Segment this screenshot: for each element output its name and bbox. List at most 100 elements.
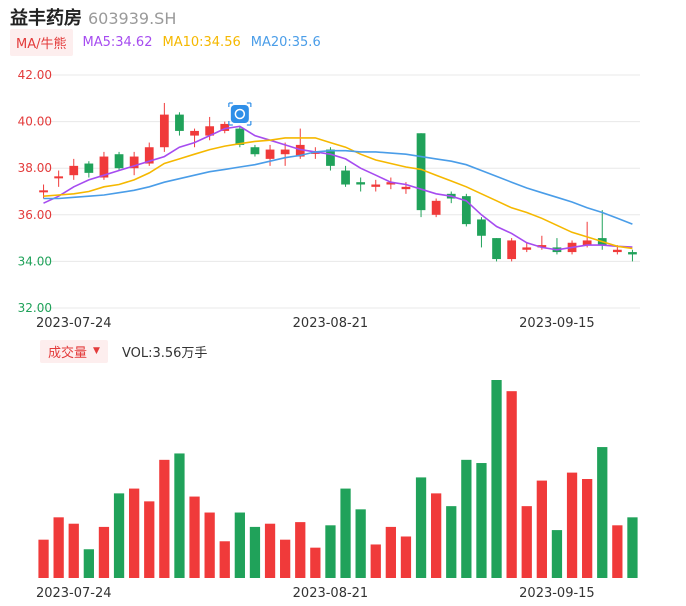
candle-body (582, 240, 592, 246)
candle-body (250, 147, 260, 155)
volume-bar (295, 522, 306, 578)
volume-bar (38, 539, 49, 578)
candle-body (69, 165, 79, 176)
candle (175, 112, 184, 136)
flag-marker-bg (230, 105, 249, 123)
price-axis-labels: 42.00 40.00 38.00 36.00 34.00 32.00 (18, 68, 52, 315)
candle (552, 238, 562, 255)
volume-bar (521, 506, 532, 578)
candle-body (175, 114, 184, 131)
stock-name: 益丰药房 (10, 8, 82, 29)
volume-bar (536, 480, 547, 578)
volume-bar (461, 459, 472, 578)
candle-body (235, 128, 245, 145)
candle-body (295, 144, 305, 157)
ma-indicator-selector[interactable]: MA/牛熊 (10, 28, 73, 56)
volume-bar (264, 523, 276, 578)
volume-bars (38, 380, 638, 578)
volume-bar (582, 479, 593, 578)
volume-bar (234, 512, 245, 578)
candle-body (205, 126, 215, 136)
stock-code: 603939.SH (88, 9, 177, 28)
candle-body (612, 249, 622, 253)
volume-bar (204, 512, 215, 578)
volume-bar (159, 459, 170, 578)
volume-bar (113, 493, 125, 578)
volume-bar (597, 447, 608, 578)
ma-legend: MA/牛熊 MA5:34.62 MA10:34.56 MA20:35.6 (10, 28, 321, 56)
volume-bar (627, 517, 638, 578)
volume-bar (566, 472, 578, 578)
candlestick-series (39, 102, 637, 262)
volume-bar (219, 541, 230, 578)
candle-body (537, 245, 547, 248)
candle (461, 193, 471, 227)
candle (582, 221, 592, 248)
candle (69, 158, 79, 180)
moving-average-lines (43, 125, 633, 251)
candle-body (39, 190, 48, 193)
volume-bar (551, 530, 563, 578)
volume-bar (370, 544, 381, 578)
candle (220, 121, 230, 134)
candle (431, 198, 441, 218)
candle-body (114, 154, 124, 169)
candle (416, 133, 426, 218)
ma10-legend: MA10:34.56 (162, 34, 241, 50)
candle-body (265, 149, 275, 159)
date-axis-bottom: 2023-07-24 2023-08-21 2023-09-15 (36, 586, 595, 601)
candle-body (461, 196, 471, 225)
candle (54, 170, 64, 187)
volume-bar (189, 496, 200, 578)
volume-legend: 成交量 ▼ VOL:3.56万手 (40, 339, 208, 363)
price-tick-label: 34.00 (18, 254, 52, 268)
price-tick-label: 38.00 (18, 161, 52, 175)
flag-icon[interactable] (228, 102, 252, 126)
volume-bar (53, 517, 64, 578)
candle (250, 144, 260, 157)
candle-body (507, 240, 517, 260)
date-tick-label: 2023-07-24 (36, 586, 112, 601)
volume-indicator-selector[interactable]: 成交量 ▼ (40, 339, 108, 363)
candle (129, 151, 139, 176)
candle-body (492, 238, 501, 260)
candle-body (280, 149, 290, 155)
candle (386, 177, 396, 190)
volume-bar (83, 549, 94, 578)
volume-bar (310, 547, 321, 578)
price-tick-label: 42.00 (18, 68, 52, 82)
candle (159, 102, 169, 152)
volume-bar (491, 380, 502, 578)
candle-body (401, 186, 411, 190)
candle (477, 217, 486, 248)
volume-bar (98, 526, 110, 578)
ma5-line (43, 125, 633, 251)
ma10-line (43, 137, 633, 250)
volume-value: VOL:3.56万手 (121, 345, 208, 361)
candle-body (341, 170, 350, 185)
candle-body (99, 156, 109, 178)
volume-selector-label: 成交量 (48, 345, 88, 361)
volume-bar (400, 536, 412, 578)
candle (492, 238, 501, 262)
candle-body (628, 252, 637, 255)
volume-bar (280, 539, 291, 578)
volume-bar (249, 526, 261, 578)
date-tick-label: 2023-09-15 (519, 586, 595, 601)
volume-bar (415, 477, 427, 578)
candle-body (54, 176, 64, 179)
candle (84, 161, 94, 178)
candle-body (310, 151, 320, 154)
candle-body (356, 182, 366, 185)
candle (507, 238, 517, 262)
candle (265, 144, 275, 166)
volume-bar (612, 525, 623, 578)
candle (295, 128, 305, 159)
candle (371, 179, 381, 192)
candle (310, 147, 320, 159)
volume-bar (431, 493, 442, 578)
title-row: 益丰药房 603939.SH (10, 4, 177, 29)
volume-bar (476, 463, 487, 578)
candle-body (84, 163, 94, 173)
ma20-line (43, 149, 633, 225)
